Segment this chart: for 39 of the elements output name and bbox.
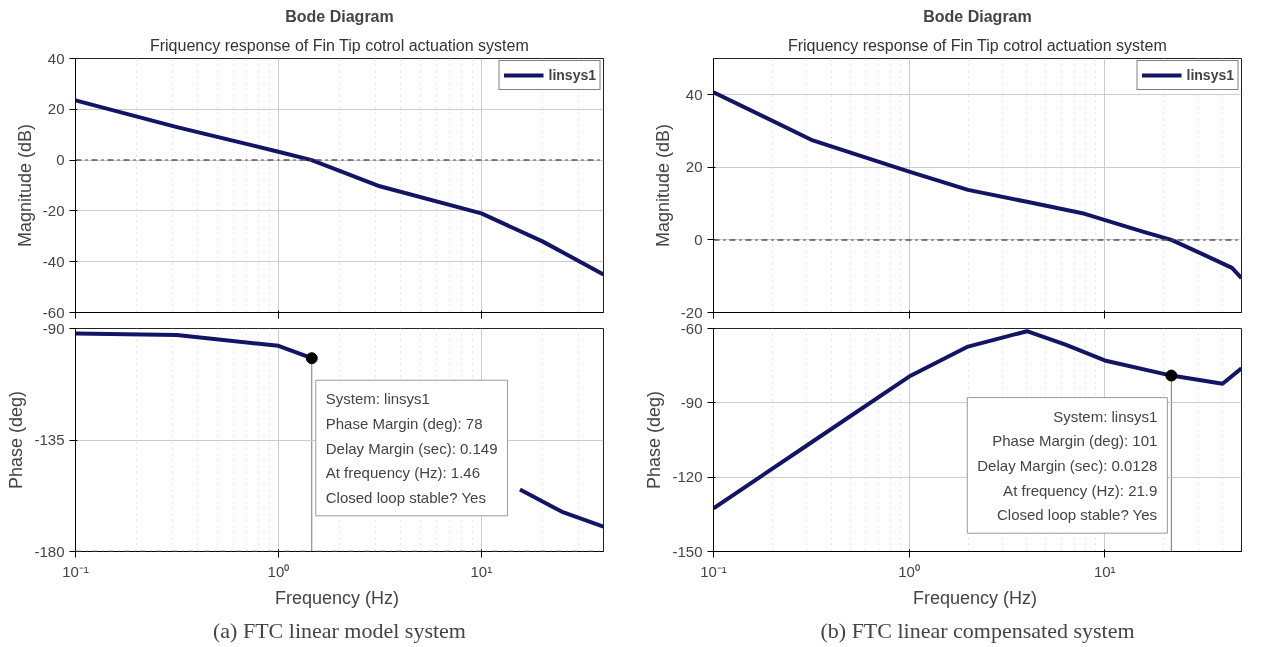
y-tick-label: -20 [680,303,703,321]
y-tick-label: -135 [34,431,65,448]
y-tick-label: -40 [42,252,65,270]
y-tick-label: -150 [672,542,703,560]
y-axis-title: Magnitude (dB) [14,123,35,248]
y-tick-label: -90 [680,393,703,411]
y-tick-label: -180 [34,542,65,560]
chart-title: Bode Diagram [923,7,1032,25]
x-tick-label: 10¹ [470,562,493,580]
x-axis-title: Frequency (Hz) [912,587,1038,608]
x-tick-label: 10⁰ [267,562,290,580]
y-tick-label: -60 [680,319,703,337]
x-tick-label: 10⁰ [898,562,920,580]
chart-title: Bode Diagram [285,7,394,25]
chart-subtitle: Friquency response of Fin Tip cotrol actuation system [149,36,529,54]
y-tick-label: 20 [47,100,65,118]
y-tick-label: 0 [694,230,703,248]
y-tick-label: -120 [672,468,703,486]
text: (a) FTC linear model system [213,617,466,643]
chart-subtitle: Friquency response of Fin Tip cotrol actuation system [787,36,1167,54]
annotation: System: linsys1 Phase Margin (deg): 101 Delay Margin (sec): 0.0128 At frequency (Hz): 21.9 Closed loop stable? Yes [977,407,1158,524]
legend-label: linsys1 [1186,67,1234,83]
x-axis-title: Frequency (Hz) [274,587,400,608]
y-axis-title: Magnitude (dB) [652,123,673,248]
x-tick-label: 10⁻¹ [62,562,89,580]
y-tick-label: 20 [685,158,703,176]
y-tick-label: -60 [42,303,65,321]
y-axis-title: Phase (deg) [6,390,27,490]
y-tick-label: 40 [47,49,65,67]
x-tick-label: 10¹ [1093,562,1116,580]
x-tick-label: 10⁻¹ [700,562,727,580]
y-tick-label: -90 [42,319,65,337]
y-tick-label: -20 [42,201,65,219]
y-tick-label: 0 [56,151,65,169]
annotation: System: linsys1 Phase Margin (deg): 78 Delay Margin (sec): 0.149 At frequency (Hz): 1.46 Closed loop stable? Yes [325,390,498,506]
y-axis-title: Phase (deg) [644,390,665,490]
legend-label: linsys1 [548,67,596,83]
text: (b) FTC linear compensated system [820,617,1135,643]
y-tick-label: 40 [685,85,703,103]
